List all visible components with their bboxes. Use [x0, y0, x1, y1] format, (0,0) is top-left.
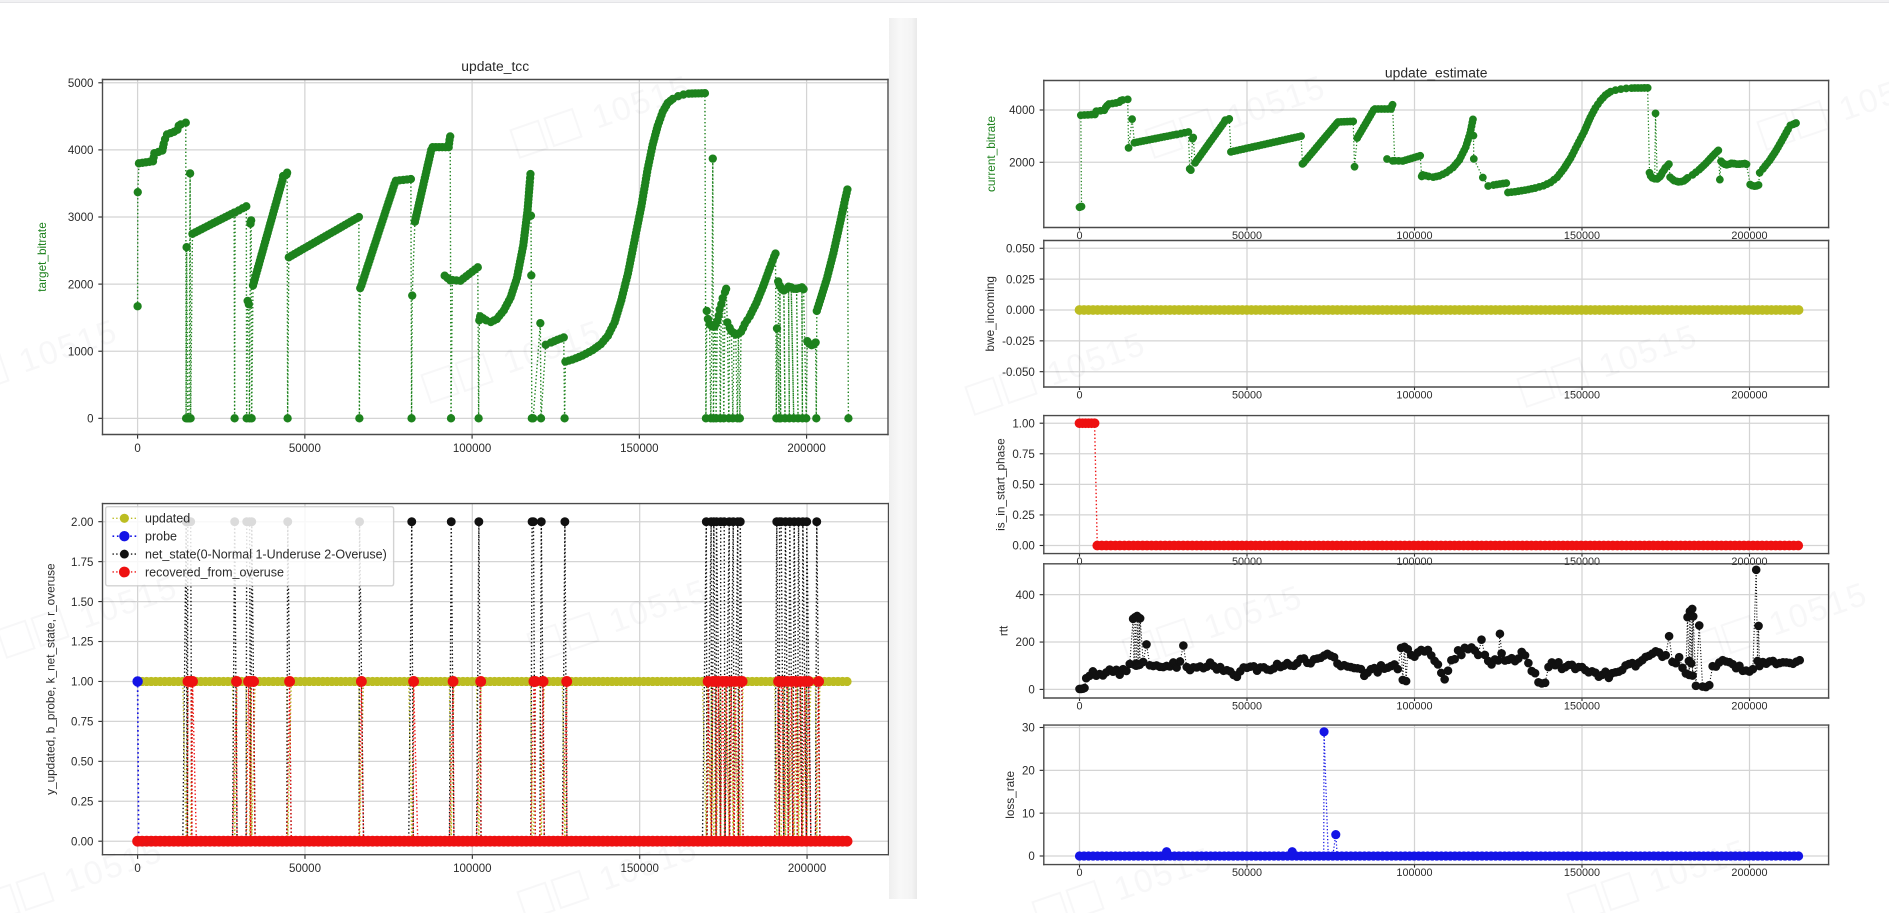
svg-text:0.00: 0.00	[71, 836, 93, 848]
svg-text:150000: 150000	[1564, 867, 1600, 879]
svg-text:1.25: 1.25	[71, 637, 93, 649]
svg-text:updated: updated	[145, 512, 190, 526]
svg-text:0: 0	[1028, 685, 1034, 697]
svg-text:y_updated, b_probe, k_net_stat: y_updated, b_probe, k_net_state, r_overu…	[44, 563, 58, 795]
svg-text:4000: 4000	[68, 145, 94, 157]
svg-text:0: 0	[134, 863, 140, 875]
svg-text:0: 0	[1076, 230, 1082, 242]
svg-text:loss_rate: loss_rate	[1003, 770, 1017, 818]
svg-text:recovered_from_overuse: recovered_from_overuse	[145, 565, 284, 579]
svg-text:probe: probe	[145, 530, 177, 544]
svg-text:50000: 50000	[1232, 389, 1262, 401]
svg-text:rtt: rtt	[997, 625, 1011, 636]
svg-text:0: 0	[1076, 389, 1082, 401]
svg-text:-0.025: -0.025	[1002, 336, 1035, 348]
svg-text:0.50: 0.50	[1012, 480, 1034, 492]
svg-text:1.50: 1.50	[71, 597, 93, 609]
svg-text:1.00: 1.00	[1012, 418, 1034, 430]
svg-text:150000: 150000	[1564, 230, 1600, 242]
svg-text:150000: 150000	[1564, 700, 1600, 712]
svg-text:200000: 200000	[1731, 230, 1767, 242]
svg-text:30: 30	[1022, 723, 1035, 735]
svg-text:target_bitrate: target_bitrate	[35, 222, 49, 292]
svg-text:0.75: 0.75	[1012, 449, 1034, 461]
svg-text:0.25: 0.25	[71, 796, 93, 808]
svg-text:2000: 2000	[1009, 157, 1035, 169]
svg-text:200000: 200000	[1731, 867, 1767, 879]
svg-text:150000: 150000	[620, 443, 658, 455]
svg-text:3000: 3000	[68, 212, 94, 224]
svg-text:200: 200	[1016, 637, 1035, 649]
svg-text:1.75: 1.75	[71, 557, 93, 569]
svg-text:100000: 100000	[1396, 700, 1432, 712]
svg-text:50000: 50000	[1232, 700, 1262, 712]
svg-text:200000: 200000	[1731, 556, 1767, 568]
svg-text:400: 400	[1016, 590, 1035, 602]
svg-text:1000: 1000	[68, 346, 94, 358]
svg-text:current_bitrate: current_bitrate	[984, 116, 998, 193]
svg-text:100000: 100000	[453, 443, 491, 455]
svg-text:update_estimate: update_estimate	[1385, 65, 1488, 81]
svg-text:100000: 100000	[1396, 556, 1432, 568]
svg-text:100000: 100000	[1396, 230, 1432, 242]
svg-text:50000: 50000	[289, 863, 321, 875]
svg-text:50000: 50000	[1232, 230, 1262, 242]
svg-text:0.50: 0.50	[71, 757, 93, 769]
svg-text:150000: 150000	[620, 863, 658, 875]
svg-text:0.25: 0.25	[1012, 510, 1034, 522]
svg-text:100000: 100000	[1396, 389, 1432, 401]
svg-text:50000: 50000	[1232, 867, 1262, 879]
svg-text:0.000: 0.000	[1006, 305, 1035, 317]
svg-text:0: 0	[1076, 556, 1082, 568]
svg-text:10: 10	[1022, 808, 1035, 820]
svg-text:0.025: 0.025	[1006, 274, 1035, 286]
svg-text:0: 0	[1076, 700, 1082, 712]
svg-text:0.00: 0.00	[1012, 541, 1034, 553]
svg-text:100000: 100000	[453, 863, 491, 875]
svg-text:5000: 5000	[68, 78, 94, 90]
svg-text:0.050: 0.050	[1006, 243, 1035, 255]
svg-text:50000: 50000	[289, 443, 321, 455]
svg-text:200000: 200000	[1731, 389, 1767, 401]
svg-text:1.00: 1.00	[71, 677, 93, 689]
svg-text:20: 20	[1022, 766, 1035, 778]
svg-text:100000: 100000	[1396, 867, 1432, 879]
svg-text:2000: 2000	[68, 279, 94, 291]
svg-text:net_state(0-Normal 1-Underuse: net_state(0-Normal 1-Underuse 2-Overuse)	[145, 547, 387, 561]
svg-text:200000: 200000	[788, 863, 826, 875]
svg-text:0: 0	[1076, 867, 1082, 879]
svg-text:200000: 200000	[787, 443, 825, 455]
svg-text:is_in_start_phase: is_in_start_phase	[993, 438, 1007, 531]
svg-text:0.75: 0.75	[71, 717, 93, 729]
svg-text:2.00: 2.00	[71, 517, 93, 529]
svg-text:0: 0	[1028, 851, 1034, 863]
svg-text:update_tcc: update_tcc	[461, 58, 529, 74]
svg-text:150000: 150000	[1564, 389, 1600, 401]
svg-text:4000: 4000	[1009, 105, 1035, 117]
svg-text:-0.050: -0.050	[1002, 367, 1035, 379]
svg-text:150000: 150000	[1564, 556, 1600, 568]
svg-text:bwe_incoming: bwe_incoming	[983, 276, 997, 351]
svg-text:50000: 50000	[1232, 556, 1262, 568]
svg-text:0: 0	[87, 414, 93, 426]
svg-text:200000: 200000	[1731, 700, 1767, 712]
svg-text:0: 0	[134, 443, 140, 455]
